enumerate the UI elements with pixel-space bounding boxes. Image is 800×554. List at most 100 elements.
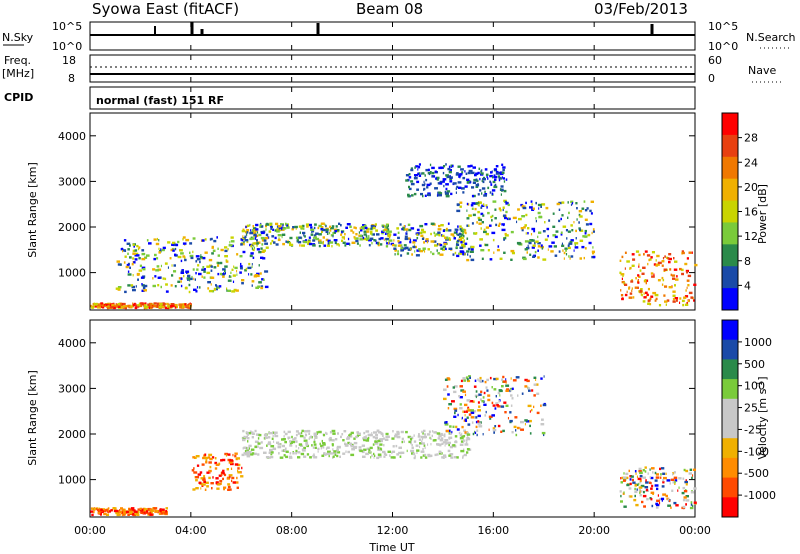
echo-cell: [331, 429, 336, 433]
y-tick-label: 1000: [58, 267, 86, 280]
echo-cell: [478, 167, 481, 170]
echo-cell: [491, 214, 494, 218]
colorbar-segment: [722, 359, 738, 380]
echo-cell: [438, 166, 443, 170]
echo-cell: [452, 444, 456, 447]
echo-cell: [180, 284, 183, 288]
echo-cell: [505, 384, 510, 387]
echo-cell: [155, 269, 160, 272]
echo-cell: [331, 443, 334, 446]
echo-cell: [403, 225, 405, 228]
echo-cell: [464, 242, 468, 245]
echo-cell: [435, 233, 440, 236]
echo-cell: [282, 242, 285, 246]
echo-cell: [579, 229, 584, 232]
echo-cell: [563, 257, 565, 260]
echo-cell: [363, 448, 367, 451]
echo-cell: [207, 281, 211, 284]
echo-cell: [214, 457, 217, 460]
echo-cell: [456, 172, 459, 175]
echo-cell: [198, 272, 202, 276]
echo-cell: [184, 287, 188, 290]
echo-cell: [194, 278, 196, 281]
echo-cell: [325, 228, 329, 232]
echo-cell: [654, 484, 659, 487]
y-tick-label: 2000: [58, 428, 86, 441]
echo-cell: [444, 455, 447, 459]
echo-cell: [393, 239, 395, 242]
echo-cell: [118, 513, 121, 516]
echo-cell: [236, 273, 238, 276]
echo-cell: [504, 232, 507, 236]
echo-cell: [221, 471, 225, 474]
echo-cell: [461, 417, 463, 420]
colorbar-segment: [722, 156, 738, 180]
echo-cell: [447, 378, 451, 381]
echo-cell: [448, 238, 451, 241]
echo-cell: [189, 254, 194, 258]
echo-cell: [683, 490, 688, 493]
echo-cell: [685, 499, 690, 502]
echo-cell: [465, 441, 468, 445]
echo-cell: [415, 165, 419, 168]
echo-cell: [439, 243, 443, 247]
echo-cell: [183, 274, 185, 278]
echo-cell: [672, 473, 674, 476]
echo-cell: [502, 208, 504, 212]
echo-cell: [639, 471, 643, 474]
echo-cell: [492, 180, 496, 184]
echo-cell: [129, 266, 131, 269]
echo-cell: [313, 434, 318, 437]
echo-cell: [236, 253, 239, 256]
echo-cell: [260, 286, 264, 290]
echo-cell: [668, 260, 671, 264]
echo-cell: [251, 231, 256, 235]
echo-cell: [250, 244, 252, 248]
echo-cell: [314, 446, 317, 449]
echo-cell: [558, 219, 561, 223]
time-axis-ticks: 00:00 04:00 08:00 12:00 16:00 20:00 00:00: [74, 22, 711, 537]
echo-cell: [265, 225, 267, 228]
echo-cell: [285, 450, 289, 453]
echo-cell: [444, 378, 448, 381]
colorbar-segment: [722, 418, 738, 439]
echo-cell: [279, 228, 282, 232]
echo-cell: [274, 431, 278, 434]
echo-cell: [277, 238, 281, 242]
echo-cell: [520, 227, 524, 230]
echo-cell: [363, 230, 368, 233]
echo-cell: [454, 228, 459, 231]
echo-cell: [683, 496, 687, 499]
echo-cell: [318, 224, 322, 228]
echo-cell: [633, 498, 637, 502]
echo-cell: [507, 417, 509, 420]
echo-cell: [387, 435, 390, 438]
echo-cell: [442, 171, 445, 175]
echo-cell: [149, 508, 153, 511]
echo-cell: [227, 279, 232, 282]
echo-cell: [422, 247, 426, 250]
echo-cell: [261, 250, 265, 253]
echo-cell: [121, 513, 126, 516]
echo-cell: [467, 247, 471, 251]
echo-cell: [656, 254, 660, 258]
echo-cell: [445, 229, 449, 232]
echo-cell: [420, 172, 422, 175]
echo-cell: [182, 236, 186, 239]
echo-cell: [318, 430, 322, 434]
echo-cell: [232, 280, 235, 283]
echo-cell: [267, 442, 272, 446]
echo-cell: [226, 468, 229, 471]
echo-cell: [107, 507, 110, 510]
echo-cell: [369, 433, 373, 437]
echo-cell: [455, 187, 457, 190]
echo-cell: [393, 233, 397, 236]
echo-cell: [502, 206, 505, 209]
echo-cell: [575, 237, 577, 240]
echo-cell: [270, 455, 274, 459]
echo-cell: [349, 433, 352, 436]
echo-cell: [686, 271, 688, 274]
echo-cell: [662, 472, 666, 475]
echo-cell: [656, 263, 660, 266]
echo-cell: [180, 259, 183, 263]
